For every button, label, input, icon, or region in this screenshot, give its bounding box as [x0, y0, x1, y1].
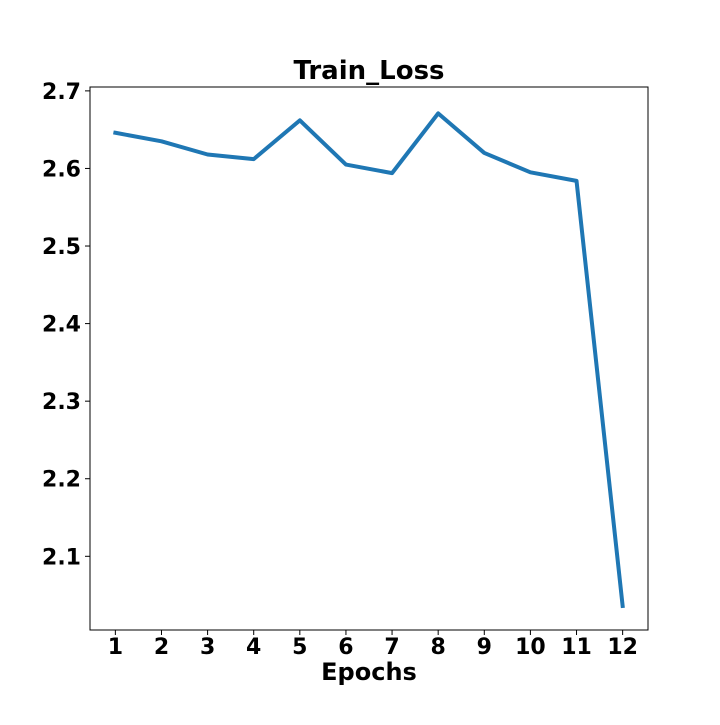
chart-title: Train_Loss [293, 56, 444, 86]
x-tick-label: 7 [384, 635, 399, 660]
x-tick-label: 3 [200, 635, 215, 660]
y-tick-label: 2.3 [42, 390, 81, 415]
x-tick-label: 1 [108, 635, 123, 660]
x-tick-label: 8 [431, 635, 446, 660]
y-tick-label: 2.4 [42, 313, 81, 338]
x-tick-label: 5 [292, 635, 307, 660]
x-tick-label: 9 [477, 635, 492, 660]
x-tick-label: 4 [246, 635, 261, 660]
x-tick-label: 10 [515, 635, 546, 660]
y-tick-label: 2.7 [42, 80, 81, 105]
x-tick-label: 6 [338, 635, 353, 660]
y-tick-label: 2.2 [42, 468, 81, 493]
x-tick-label: 2 [154, 635, 169, 660]
x-tick-label: 11 [561, 635, 592, 660]
y-tick-label: 2.6 [42, 157, 81, 182]
y-tick-label: 2.5 [42, 235, 81, 260]
y-tick-label: 2.1 [42, 545, 81, 570]
x-tick-label: 12 [607, 635, 638, 660]
x-axis-label: Epochs [321, 658, 417, 686]
